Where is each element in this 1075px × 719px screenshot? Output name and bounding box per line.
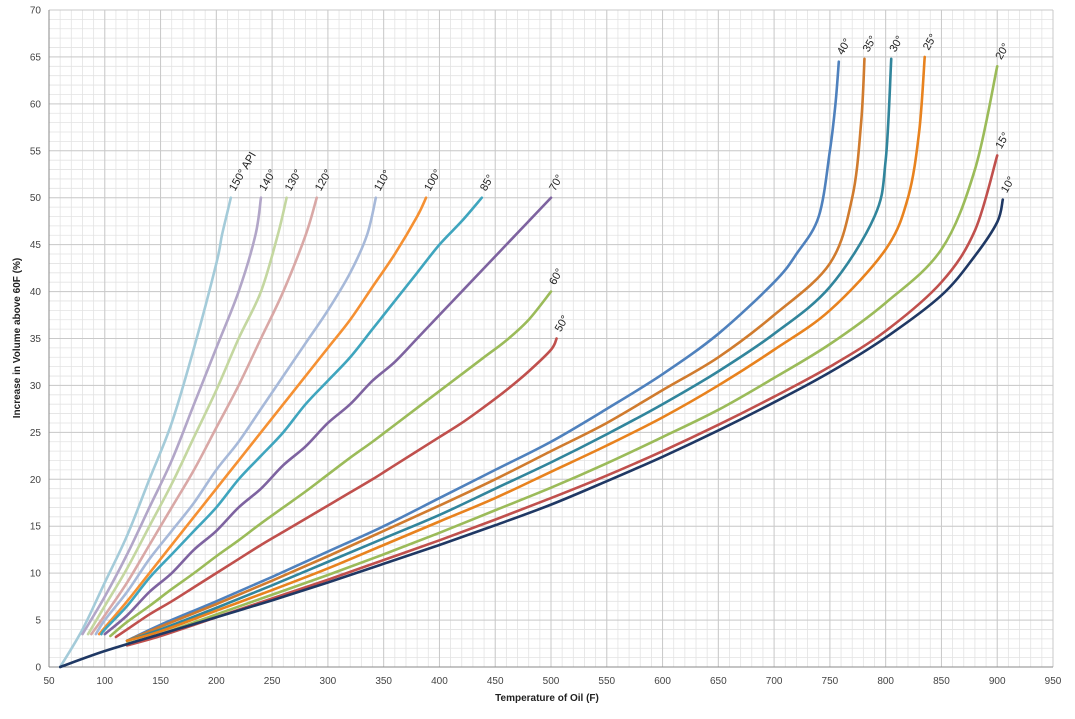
y-tick-label: 25 (30, 428, 42, 439)
series-label-10: 10° (999, 175, 1018, 195)
series-label-70: 70° (547, 173, 566, 193)
y-tick-label: 5 (35, 616, 41, 627)
x-tick-label: 900 (989, 676, 1006, 687)
x-tick-label: 100 (96, 676, 113, 687)
series-label-15: 15° (993, 131, 1012, 151)
y-tick-label: 65 (30, 52, 42, 63)
series-label-30: 30° (887, 34, 906, 54)
x-tick-label: 50 (43, 676, 55, 687)
series-line-100 (97, 196, 428, 636)
series-label-20: 20° (993, 41, 1012, 61)
series-label-100: 100° (422, 167, 444, 193)
series-line-140 (81, 196, 263, 636)
x-tick-label: 350 (375, 676, 392, 687)
series-line-50 (114, 337, 558, 639)
series-line-35 (125, 57, 866, 643)
series-line-15 (125, 154, 999, 647)
x-tick-label: 600 (654, 676, 671, 687)
y-tick-label: 40 (30, 287, 42, 298)
x-tick-label: 850 (933, 676, 950, 687)
x-tick-labels: 50 100 150 200 250 300 350 400 450 500 550 600 650 70… (43, 676, 1061, 687)
series-label-85: 85° (478, 173, 497, 193)
y-tick-label: 0 (35, 663, 41, 674)
x-tick-label: 750 (822, 676, 839, 687)
x-tick-label: 550 (598, 676, 615, 687)
series-line-70 (103, 196, 553, 636)
series-line-150-api (58, 196, 233, 669)
y-tick-label: 15 (30, 522, 42, 533)
series-label-50: 50° (553, 314, 572, 334)
series-label-150-api: 150° API (227, 150, 259, 193)
x-tick-label: 300 (320, 676, 337, 687)
series-line-30 (125, 57, 893, 643)
series-label-25: 25° (921, 32, 940, 52)
y-tick-label: 10 (30, 569, 42, 580)
x-tick-label: 700 (766, 676, 783, 687)
x-tick-label: 250 (264, 676, 281, 687)
series-line-120 (90, 196, 319, 636)
y-tick-label: 55 (30, 146, 42, 157)
y-tick-labels: 0 5 10 15 20 25 30 35 40 45 50 55 60 65 70 (30, 6, 42, 674)
x-tick-label: 950 (1045, 676, 1062, 687)
series-line-40 (125, 60, 841, 643)
series-label-130: 130° (283, 167, 305, 193)
series-label-140: 140° (257, 168, 279, 194)
y-tick-label: 70 (30, 6, 42, 17)
series-line-25 (125, 55, 927, 643)
x-tick-label: 400 (431, 676, 448, 687)
series-line-110 (94, 196, 378, 636)
x-tick-label: 150 (152, 676, 169, 687)
axes (48, 10, 1053, 668)
series-lines (58, 55, 1005, 669)
series-line-130 (86, 196, 288, 636)
series-label-110: 110° (372, 168, 393, 193)
x-tick-label: 800 (877, 676, 894, 687)
y-axis-title: Increase in Volume above 60F (%) (12, 258, 23, 418)
y-tick-label: 30 (30, 381, 42, 392)
series-label-60: 60° (547, 267, 566, 287)
series-line-10 (58, 198, 1005, 669)
x-tick-label: 650 (710, 676, 727, 687)
y-tick-label: 35 (30, 334, 42, 345)
y-tick-label: 60 (30, 99, 42, 110)
x-axis-title: Temperature of Oil (F) (495, 693, 599, 704)
y-tick-label: 20 (30, 475, 42, 486)
series-line-60 (109, 290, 553, 638)
x-tick-label: 450 (487, 676, 504, 687)
x-tick-label: 500 (543, 676, 560, 687)
series-line-20 (125, 65, 999, 645)
y-tick-label: 50 (30, 193, 42, 204)
y-tick-label: 45 (30, 240, 42, 251)
series-label-120: 120° (313, 167, 335, 193)
series-line-85 (100, 196, 484, 636)
x-tick-label: 200 (208, 676, 225, 687)
series-label-40: 40° (835, 37, 854, 57)
